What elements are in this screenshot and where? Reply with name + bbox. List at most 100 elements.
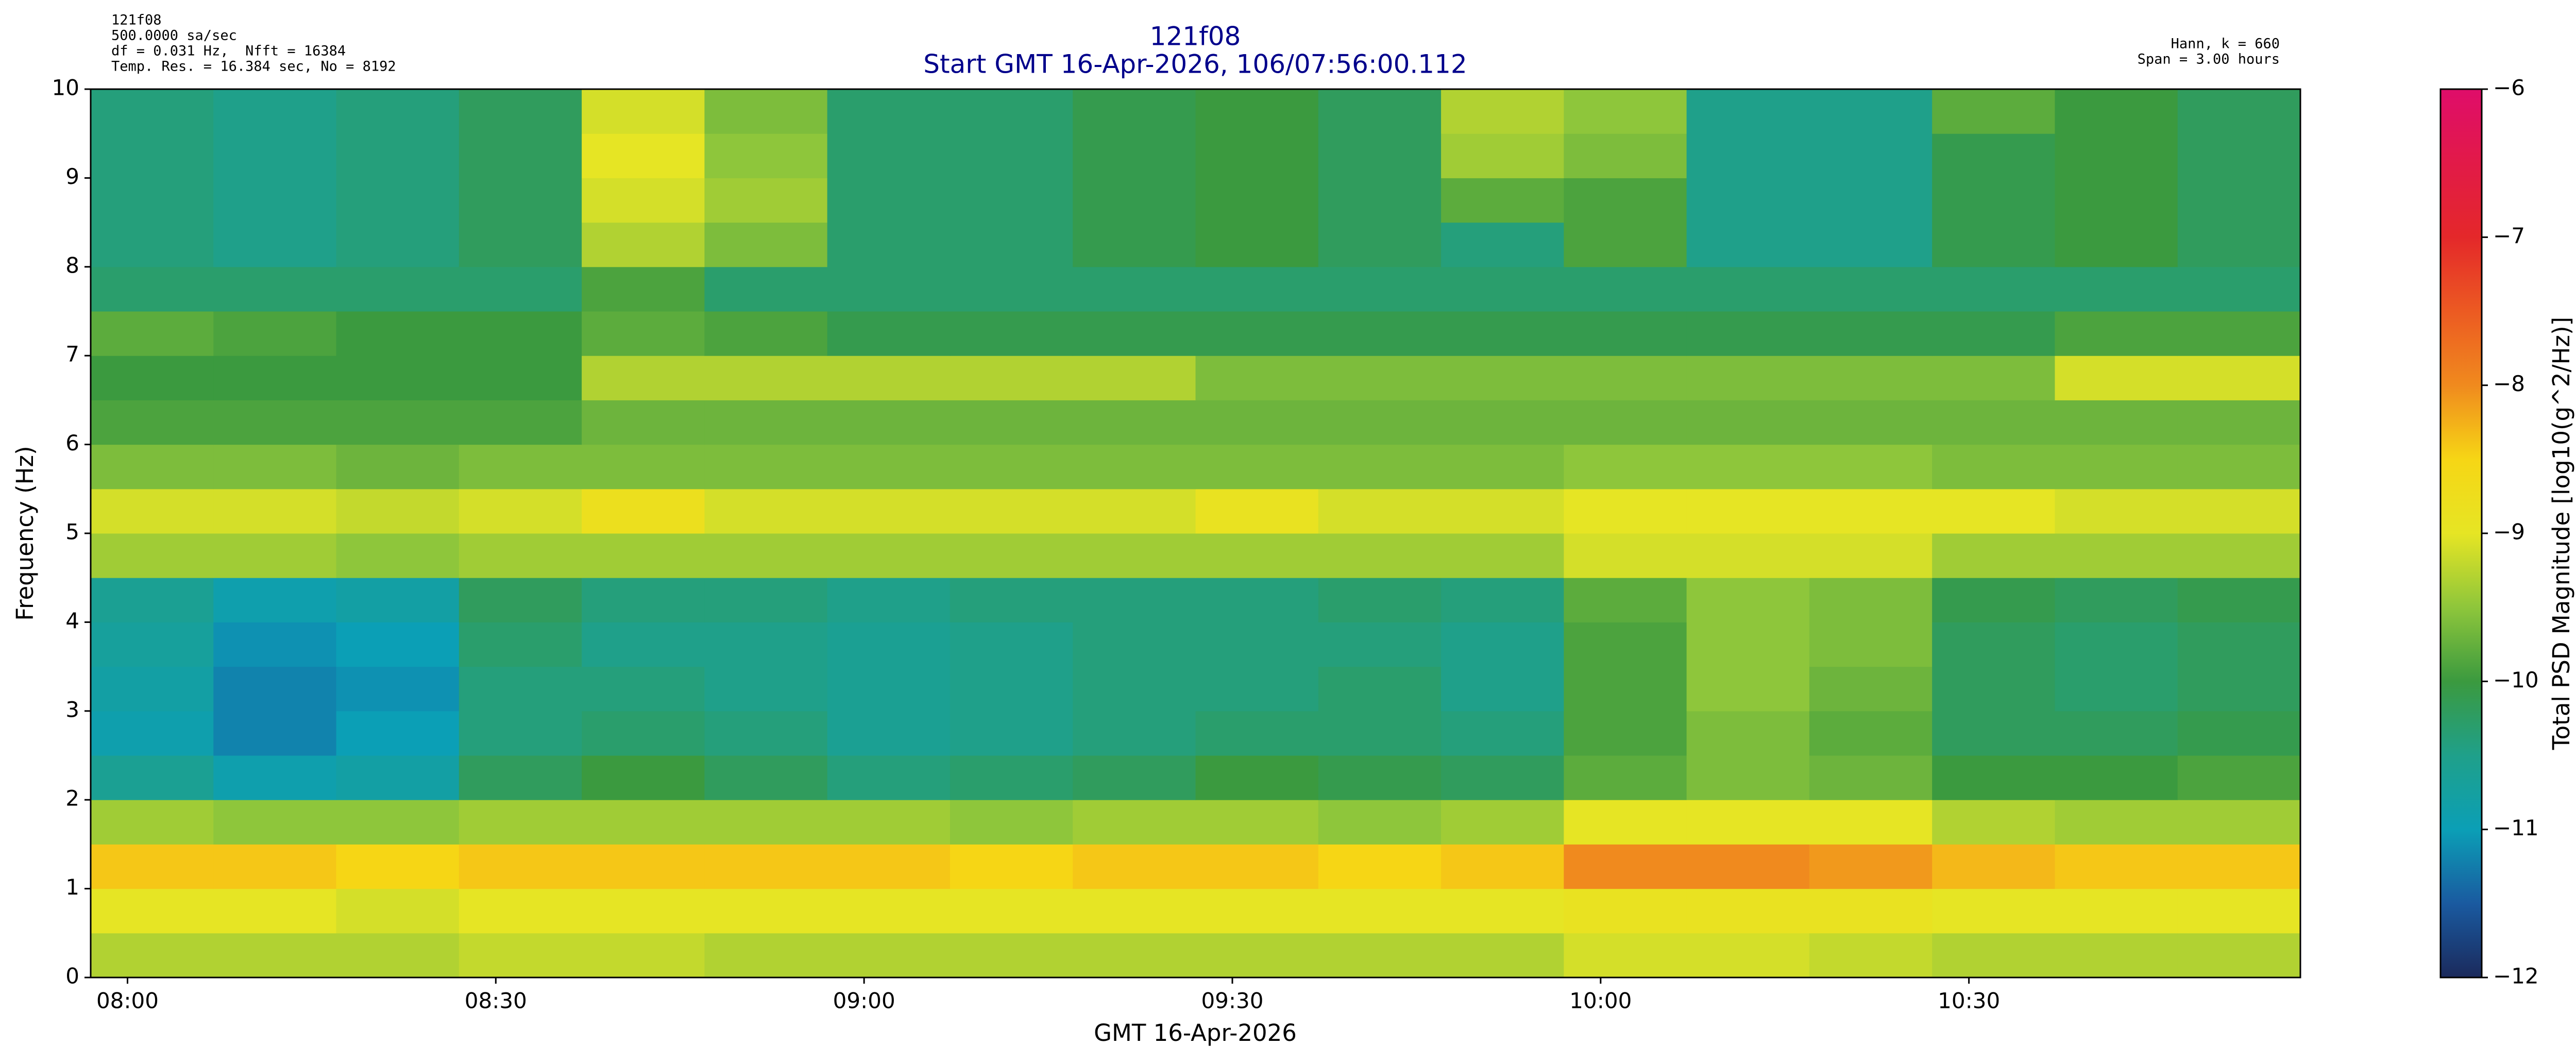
heatmap-cell [1318, 933, 1442, 978]
heatmap-cell [1564, 89, 1687, 134]
heatmap-cell [582, 622, 705, 667]
info-line: Span = 3.00 hours [2138, 52, 2280, 68]
heatmap-cell [91, 622, 214, 667]
heatmap-cell [2055, 844, 2178, 889]
heatmap-cell [950, 844, 1073, 889]
heatmap-cell [582, 266, 705, 312]
heatmap-cell [1686, 133, 1810, 178]
heatmap-cell [827, 89, 951, 134]
colorbar-tick-label: −10 [2493, 667, 2539, 693]
heatmap-cell [582, 844, 705, 889]
heatmap-cell [336, 711, 460, 756]
heatmap-cell [1195, 356, 1319, 400]
heatmap-cell [704, 711, 828, 756]
heatmap-cell [459, 800, 582, 845]
heatmap-cell [1932, 222, 2055, 267]
heatmap-cell [1932, 89, 2055, 134]
heatmap-cell [1686, 178, 1810, 223]
heatmap-cell [1932, 933, 2055, 978]
heatmap-cell [1318, 755, 1442, 800]
heatmap-cell [1686, 488, 1810, 534]
heatmap-cell [213, 533, 337, 578]
heatmap-cell [1073, 444, 1196, 490]
heatmap-cell [1318, 444, 1442, 490]
heatmap-cell [2055, 622, 2178, 667]
heatmap-cell [827, 133, 951, 178]
y-tick-label: 2 [65, 786, 79, 811]
heatmap-cell [2055, 888, 2178, 934]
heatmap-cell [1809, 444, 1933, 490]
heatmap-cell [1195, 888, 1319, 934]
heatmap-cell [1686, 666, 1810, 712]
heatmap-cell [2055, 666, 2178, 712]
heatmap-cell [704, 933, 828, 978]
y-tick-label: 4 [65, 608, 79, 633]
heatmap-cell [2177, 622, 2301, 667]
heatmap-cell [1686, 888, 1810, 934]
heatmap-cell [459, 533, 582, 578]
heatmap-cell [1686, 356, 1810, 400]
heatmap-cell [2177, 800, 2301, 845]
heatmap-cell [1932, 622, 2055, 667]
heatmap-cell [91, 356, 214, 400]
heatmap-cell [1686, 844, 1810, 889]
heatmap-cell [704, 311, 828, 356]
heatmap-cell [950, 933, 1073, 978]
heatmap-cell [91, 578, 214, 622]
heatmap-cell [1073, 178, 1196, 223]
heatmap-cell [950, 444, 1073, 490]
info-line: 121f08 [111, 12, 162, 28]
heatmap-cell [1686, 755, 1810, 800]
heatmap-cell [704, 356, 828, 400]
heatmap-cell [213, 755, 337, 800]
heatmap-cell [213, 400, 337, 445]
heatmap-cell [1441, 356, 1564, 400]
heatmap-cell [1195, 933, 1319, 978]
heatmap-cell [459, 666, 582, 712]
heatmap-cell [704, 488, 828, 534]
heatmap-cell [1195, 844, 1319, 889]
heatmap-cell [1195, 89, 1319, 134]
heatmap-cell [704, 178, 828, 223]
heatmap-cell [827, 622, 951, 667]
heatmap-cell [1932, 356, 2055, 400]
heatmap-cell [1195, 266, 1319, 312]
heatmap-cell [827, 888, 951, 934]
heatmap-cell [1073, 800, 1196, 845]
heatmap-cell [704, 133, 828, 178]
heatmap-cell [1195, 133, 1319, 178]
heatmap-cell [91, 89, 214, 134]
heatmap-cell [827, 711, 951, 756]
heatmap-cell [1195, 488, 1319, 534]
heatmap-cell [336, 222, 460, 267]
heatmap-cell [213, 622, 337, 667]
heatmap-cell [336, 933, 460, 978]
heatmap-cell [1441, 933, 1564, 978]
heatmap-cell [1686, 578, 1810, 622]
heatmap-cell [1195, 800, 1319, 845]
heatmap-cell [827, 222, 951, 267]
heatmap-cell [582, 533, 705, 578]
heatmap-cell [1195, 400, 1319, 445]
heatmap-cell [1195, 178, 1319, 223]
heatmap-cell [1318, 266, 1442, 312]
heatmap-cell [213, 578, 337, 622]
heatmap-cell [2177, 888, 2301, 934]
heatmap-cell [1564, 888, 1687, 934]
heatmap-cell [91, 444, 214, 490]
heatmap-cell [582, 356, 705, 400]
heatmap-cell [704, 622, 828, 667]
heatmap-cell [827, 666, 951, 712]
heatmap-cell [582, 578, 705, 622]
heatmap-cell [1073, 888, 1196, 934]
heatmap-cell [2055, 444, 2178, 490]
heatmap-cell [1809, 266, 1933, 312]
heatmap-cell [336, 488, 460, 534]
y-tick-label: 7 [65, 342, 79, 367]
heatmap-cell [1564, 933, 1687, 978]
heatmap-cell [91, 488, 214, 534]
heatmap-cell [91, 800, 214, 845]
heatmap-cell [1932, 844, 2055, 889]
heatmap-cell [2177, 222, 2301, 267]
